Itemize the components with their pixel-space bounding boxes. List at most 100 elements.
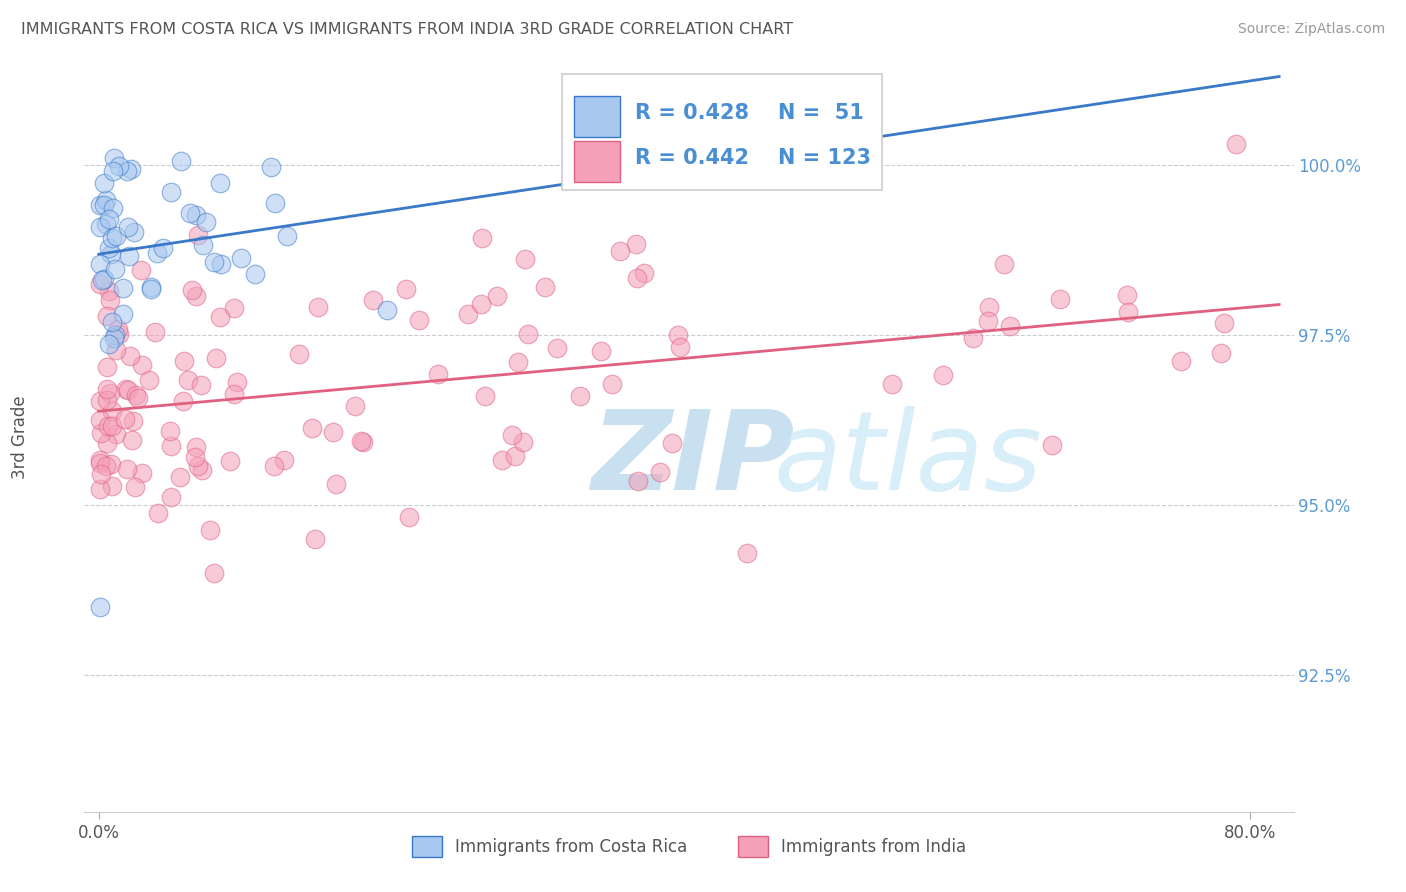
Point [103,152,125,166]
Point [273,453,295,467]
Point [101,418,124,433]
Point [1211,346,1233,360]
Point [880,377,903,392]
Point [89,456,111,470]
Point [96,309,118,323]
FancyBboxPatch shape [574,96,620,137]
Y-axis label: 3rd Grade: 3rd Grade [11,395,28,479]
Point [89,277,111,292]
Point [90,273,112,287]
Text: Source: ZipAtlas.com: Source: ZipAtlas.com [1237,22,1385,37]
Point [131,263,153,277]
Point [159,424,181,438]
Point [977,314,1000,328]
Text: R = 0.442    N = 123: R = 0.442 N = 123 [634,147,870,168]
Point [139,280,162,294]
Point [89,393,111,408]
Point [97,419,120,434]
Point [131,358,153,372]
Point [121,433,143,447]
Point [546,341,568,355]
Text: R = 0.428    N =  51: R = 0.428 N = 51 [634,103,863,122]
Point [457,308,479,322]
Point [222,301,245,315]
Point [100,457,122,471]
Point [209,257,232,271]
Point [263,459,285,474]
Point [288,347,311,361]
Point [104,327,127,342]
Point [98,241,121,255]
Point [115,163,138,178]
Point [98,385,121,400]
Point [932,368,955,382]
Point [471,231,494,245]
Point [190,377,212,392]
Point [90,426,112,441]
Legend: Immigrants from Costa Rica, Immigrants from India: Immigrants from Costa Rica, Immigrants f… [405,830,973,863]
Point [177,373,200,387]
Point [229,251,252,265]
Point [103,331,125,345]
Point [350,434,373,449]
Point [669,340,692,354]
Point [159,186,181,200]
Point [209,310,232,324]
Point [664,144,686,158]
Point [139,282,162,296]
Point [94,218,117,232]
Text: atlas: atlas [773,406,1042,513]
Point [145,246,167,260]
Point [89,600,111,615]
Point [120,162,142,177]
Point [398,510,420,524]
Point [245,267,267,281]
Point [661,436,683,450]
Point [426,368,449,382]
Point [202,566,225,581]
Point [344,399,367,413]
Point [633,266,655,280]
Point [512,434,534,449]
Point [506,355,529,369]
Point [735,546,758,560]
Point [191,463,214,477]
Point [143,326,166,340]
Point [304,533,326,547]
Point [609,244,631,259]
Point [97,211,120,226]
Point [97,336,120,351]
Point [375,302,398,317]
Point [96,359,118,374]
Point [89,198,111,212]
Point [219,454,242,468]
Point [1040,438,1063,452]
Point [108,326,131,341]
Point [105,343,128,357]
Point [200,523,222,537]
Point [602,376,624,391]
Point [962,331,984,345]
Point [96,392,118,407]
Point [626,271,648,285]
Point [131,466,153,480]
Point [148,506,170,520]
Text: IMMIGRANTS FROM COSTA RICA VS IMMIGRANTS FROM INDIA 3RD GRADE CORRELATION CHART: IMMIGRANTS FROM COSTA RICA VS IMMIGRANTS… [21,22,793,37]
Point [668,327,690,342]
Point [93,272,115,286]
Point [93,198,115,212]
Point [186,208,208,222]
Point [101,404,124,418]
Point [96,382,118,396]
Point [124,480,146,494]
Point [408,313,430,327]
Point [491,452,513,467]
Point [122,414,145,428]
Point [591,343,613,358]
Point [395,282,418,296]
Point [503,449,526,463]
Point [127,391,149,405]
Point [117,219,139,234]
Point [114,412,136,426]
Point [89,220,111,235]
